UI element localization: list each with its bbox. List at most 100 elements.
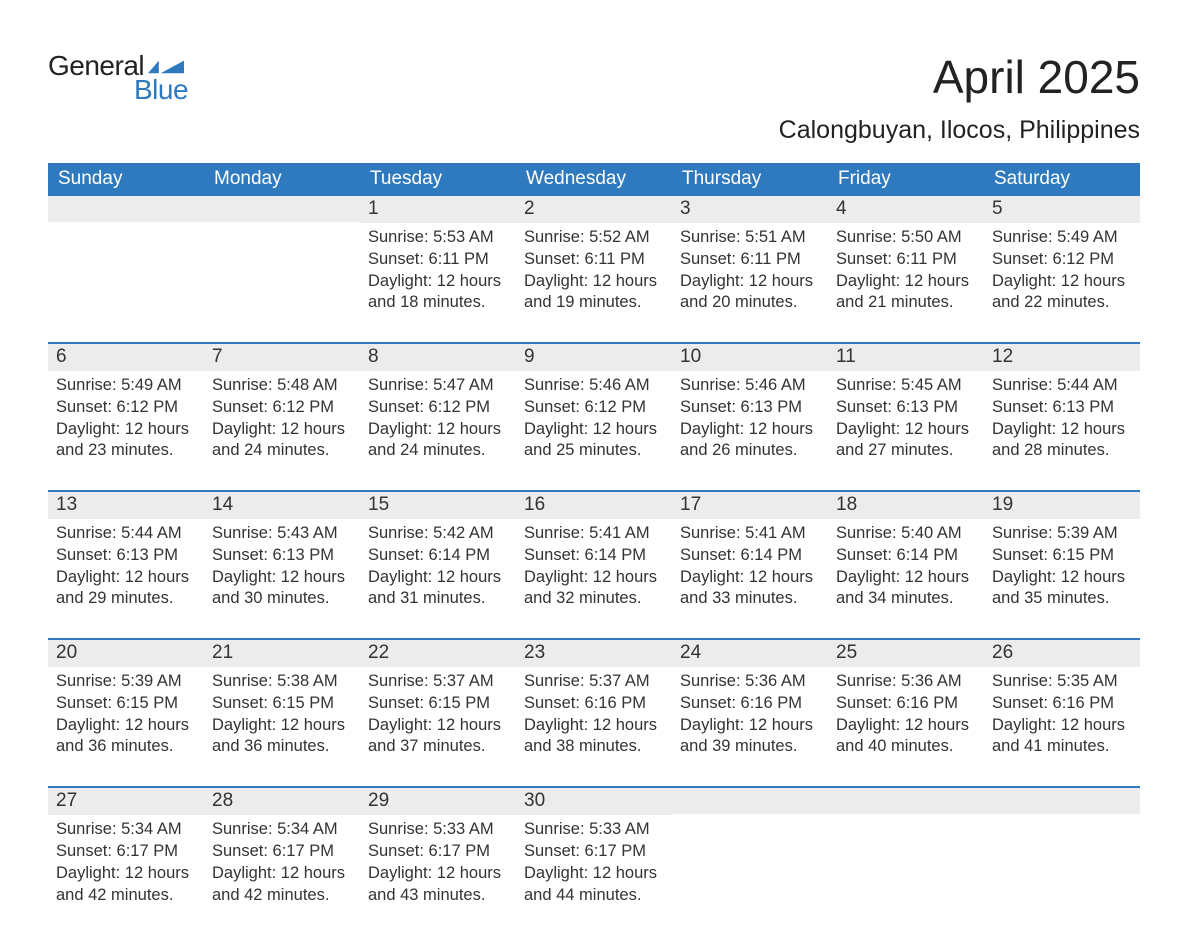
day-content: Sunrise: 5:35 AMSunset: 6:16 PMDaylight:… bbox=[984, 667, 1140, 758]
weekday-header-row: Sunday Monday Tuesday Wednesday Thursday… bbox=[48, 163, 1140, 196]
week-row: 6Sunrise: 5:49 AMSunset: 6:12 PMDaylight… bbox=[48, 342, 1140, 462]
day-cell: 2Sunrise: 5:52 AMSunset: 6:11 PMDaylight… bbox=[516, 196, 672, 314]
day-number: 18 bbox=[828, 492, 984, 519]
sunrise-line: Sunrise: 5:40 AM bbox=[836, 523, 976, 545]
day-content: Sunrise: 5:36 AMSunset: 6:16 PMDaylight:… bbox=[828, 667, 984, 758]
sunrise-line: Sunrise: 5:39 AM bbox=[992, 523, 1132, 545]
day-number: 7 bbox=[204, 344, 360, 371]
sunset-line: Sunset: 6:16 PM bbox=[836, 693, 976, 715]
day-content: Sunrise: 5:38 AMSunset: 6:15 PMDaylight:… bbox=[204, 667, 360, 758]
day-number: 2 bbox=[516, 196, 672, 223]
day-content: Sunrise: 5:34 AMSunset: 6:17 PMDaylight:… bbox=[48, 815, 204, 906]
daylight2-line: and 32 minutes. bbox=[524, 588, 664, 610]
day-cell: 29Sunrise: 5:33 AMSunset: 6:17 PMDayligh… bbox=[360, 788, 516, 906]
day-number bbox=[984, 788, 1140, 814]
weekday-label: Thursday bbox=[672, 163, 828, 196]
daylight1-line: Daylight: 12 hours bbox=[524, 419, 664, 441]
daylight1-line: Daylight: 12 hours bbox=[56, 715, 196, 737]
week-row: 1Sunrise: 5:53 AMSunset: 6:11 PMDaylight… bbox=[48, 196, 1140, 314]
daylight2-line: and 33 minutes. bbox=[680, 588, 820, 610]
day-cell: 23 Sunrise: 5:37 AMSunset: 6:16 PMDayligh… bbox=[516, 640, 672, 758]
daylight1-line: Daylight: 12 hours bbox=[524, 715, 664, 737]
daylight1-line: Daylight: 12 hours bbox=[368, 567, 508, 589]
day-number bbox=[672, 788, 828, 814]
calendar: Sunday Monday Tuesday Wednesday Thursday… bbox=[48, 163, 1140, 906]
daylight1-line: Daylight: 12 hours bbox=[212, 419, 352, 441]
sunrise-line: Sunrise: 5:53 AM bbox=[368, 227, 508, 249]
week-row: 27Sunrise: 5:34 AMSunset: 6:17 PMDayligh… bbox=[48, 786, 1140, 906]
day-number: 21 bbox=[204, 640, 360, 667]
day-content: Sunrise: 5:33 AMSunset: 6:17 PMDaylight:… bbox=[360, 815, 516, 906]
daylight1-line: Daylight: 12 hours bbox=[368, 863, 508, 885]
day-content: Sunrise: 5:47 AMSunset: 6:12 PMDaylight:… bbox=[360, 371, 516, 462]
day-cell: 14Sunrise: 5:43 AMSunset: 6:13 PMDayligh… bbox=[204, 492, 360, 610]
daylight1-line: Daylight: 12 hours bbox=[680, 419, 820, 441]
day-number: 5 bbox=[984, 196, 1140, 223]
sunrise-line: Sunrise: 5:37 AM bbox=[368, 671, 508, 693]
brand-logo: General Blue bbox=[48, 50, 188, 106]
day-cell: 20Sunrise: 5:39 AMSunset: 6:15 PMDayligh… bbox=[48, 640, 204, 758]
day-number: 28 bbox=[204, 788, 360, 815]
day-number: 24 bbox=[672, 640, 828, 667]
day-cell bbox=[48, 196, 204, 314]
day-content: Sunrise: 5:39 AMSunset: 6:15 PMDaylight:… bbox=[984, 519, 1140, 610]
day-number: 16 bbox=[516, 492, 672, 519]
sunrise-line: Sunrise: 5:33 AM bbox=[368, 819, 508, 841]
weekday-label: Wednesday bbox=[516, 163, 672, 196]
daylight1-line: Daylight: 12 hours bbox=[212, 715, 352, 737]
day-cell bbox=[828, 788, 984, 906]
daylight2-line: and 18 minutes. bbox=[368, 292, 508, 314]
daylight2-line: and 24 minutes. bbox=[368, 440, 508, 462]
day-number bbox=[204, 196, 360, 222]
weekday-label: Sunday bbox=[48, 163, 204, 196]
day-number: 29 bbox=[360, 788, 516, 815]
daylight2-line: and 39 minutes. bbox=[680, 736, 820, 758]
daylight1-line: Daylight: 12 hours bbox=[992, 567, 1132, 589]
sunrise-line: Sunrise: 5:44 AM bbox=[56, 523, 196, 545]
day-number: 23 bbox=[516, 640, 672, 667]
daylight2-line: and 38 minutes. bbox=[524, 736, 664, 758]
day-cell: 10Sunrise: 5:46 AMSunset: 6:13 PMDayligh… bbox=[672, 344, 828, 462]
sunrise-line: Sunrise: 5:45 AM bbox=[836, 375, 976, 397]
day-cell: 8Sunrise: 5:47 AMSunset: 6:12 PMDaylight… bbox=[360, 344, 516, 462]
daylight2-line: and 27 minutes. bbox=[836, 440, 976, 462]
daylight2-line: and 34 minutes. bbox=[836, 588, 976, 610]
sunset-line: Sunset: 6:17 PM bbox=[56, 841, 196, 863]
daylight2-line: and 21 minutes. bbox=[836, 292, 976, 314]
sunrise-line: Sunrise: 5:37 AM bbox=[524, 671, 664, 693]
sunrise-line: Sunrise: 5:34 AM bbox=[212, 819, 352, 841]
daylight2-line: and 42 minutes. bbox=[212, 885, 352, 907]
daylight1-line: Daylight: 12 hours bbox=[524, 567, 664, 589]
sunset-line: Sunset: 6:17 PM bbox=[212, 841, 352, 863]
sunset-line: Sunset: 6:16 PM bbox=[524, 693, 664, 715]
sunrise-line: Sunrise: 5:48 AM bbox=[212, 375, 352, 397]
daylight1-line: Daylight: 12 hours bbox=[524, 863, 664, 885]
day-content: Sunrise: 5:52 AMSunset: 6:11 PMDaylight:… bbox=[516, 223, 672, 314]
day-cell bbox=[204, 196, 360, 314]
day-cell: 28Sunrise: 5:34 AMSunset: 6:17 PMDayligh… bbox=[204, 788, 360, 906]
daylight2-line: and 37 minutes. bbox=[368, 736, 508, 758]
daylight2-line: and 36 minutes. bbox=[56, 736, 196, 758]
daylight2-line: and 25 minutes. bbox=[524, 440, 664, 462]
day-content: Sunrise: 5:51 AMSunset: 6:11 PMDaylight:… bbox=[672, 223, 828, 314]
sunrise-line: Sunrise: 5:38 AM bbox=[212, 671, 352, 693]
day-cell: 7Sunrise: 5:48 AMSunset: 6:12 PMDaylight… bbox=[204, 344, 360, 462]
sunrise-line: Sunrise: 5:34 AM bbox=[56, 819, 196, 841]
sunset-line: Sunset: 6:12 PM bbox=[368, 397, 508, 419]
daylight1-line: Daylight: 12 hours bbox=[680, 567, 820, 589]
day-cell: 30Sunrise: 5:33 AMSunset: 6:17 PMDayligh… bbox=[516, 788, 672, 906]
day-number: 17 bbox=[672, 492, 828, 519]
day-cell: 27Sunrise: 5:34 AMSunset: 6:17 PMDayligh… bbox=[48, 788, 204, 906]
day-number bbox=[48, 196, 204, 222]
day-content: Sunrise: 5:33 AMSunset: 6:17 PMDaylight:… bbox=[516, 815, 672, 906]
day-content: Sunrise: 5:40 AMSunset: 6:14 PMDaylight:… bbox=[828, 519, 984, 610]
daylight1-line: Daylight: 12 hours bbox=[56, 863, 196, 885]
day-number: 15 bbox=[360, 492, 516, 519]
sunset-line: Sunset: 6:15 PM bbox=[368, 693, 508, 715]
day-cell bbox=[672, 788, 828, 906]
sunset-line: Sunset: 6:14 PM bbox=[836, 545, 976, 567]
daylight1-line: Daylight: 12 hours bbox=[836, 419, 976, 441]
day-content: Sunrise: 5:42 AMSunset: 6:14 PMDaylight:… bbox=[360, 519, 516, 610]
daylight2-line: and 43 minutes. bbox=[368, 885, 508, 907]
sunset-line: Sunset: 6:13 PM bbox=[56, 545, 196, 567]
